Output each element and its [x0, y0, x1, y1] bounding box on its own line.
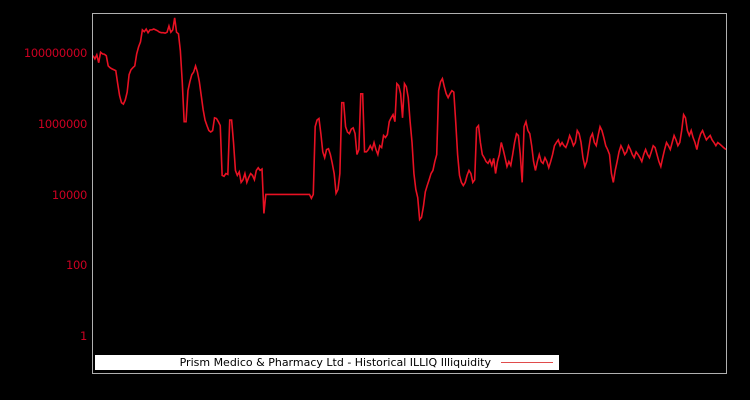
y-tick-100: 100: [65, 258, 87, 272]
y-tick-100000000: 100000000: [23, 46, 87, 60]
y-axis-tick-labels: 100000000 1000000 10000 100 1: [0, 0, 87, 400]
illiq-line-series: [93, 17, 726, 222]
legend: Prism Medico & Pharmacy Ltd - Historical…: [95, 355, 559, 370]
plot-area: [92, 13, 727, 374]
y-tick-1000000: 1000000: [37, 117, 87, 131]
y-tick-10000: 10000: [51, 188, 87, 202]
line-swatch-icon: [501, 362, 553, 363]
y-tick-1: 1: [79, 329, 87, 343]
legend-label: Prism Medico & Pharmacy Ltd - Historical…: [179, 356, 491, 369]
series-polyline: [93, 17, 726, 222]
